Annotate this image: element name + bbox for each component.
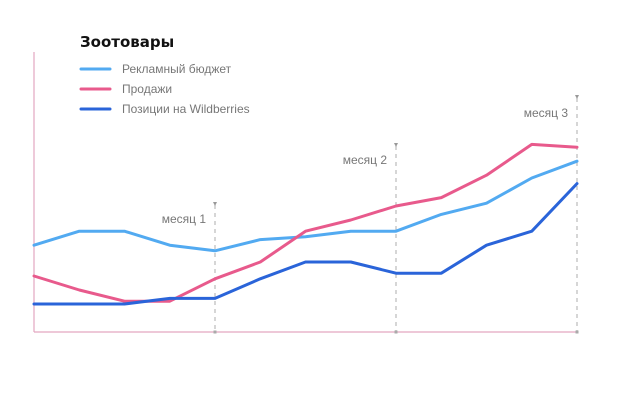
marker-arrow-2	[394, 143, 398, 147]
month-markers: месяц 1 месяц 2 месяц 3	[162, 95, 579, 334]
marker-arrow-3	[575, 95, 579, 99]
marker-label-1: месяц 1	[162, 212, 207, 226]
marker-tick-3	[575, 330, 579, 334]
legend-label-positions: Позиции на Wildberries	[122, 102, 250, 116]
marker-arrow-1	[213, 202, 217, 206]
marker-label-2: месяц 2	[343, 153, 388, 167]
series-line-budget	[32, 159, 579, 253]
series-line-positions	[32, 182, 579, 306]
legend-label-sales: Продажи	[122, 82, 172, 96]
series-line-sales	[32, 142, 579, 303]
marker-label-3: месяц 3	[524, 106, 569, 120]
legend: Рекламный бюджет Продажи Позиции на Wild…	[79, 62, 250, 116]
legend-label-budget: Рекламный бюджет	[122, 62, 232, 76]
chart-title: Зоотовары	[80, 33, 174, 51]
marker-tick-1	[213, 330, 217, 334]
series-lines	[32, 142, 579, 306]
marker-tick-2	[394, 330, 398, 334]
